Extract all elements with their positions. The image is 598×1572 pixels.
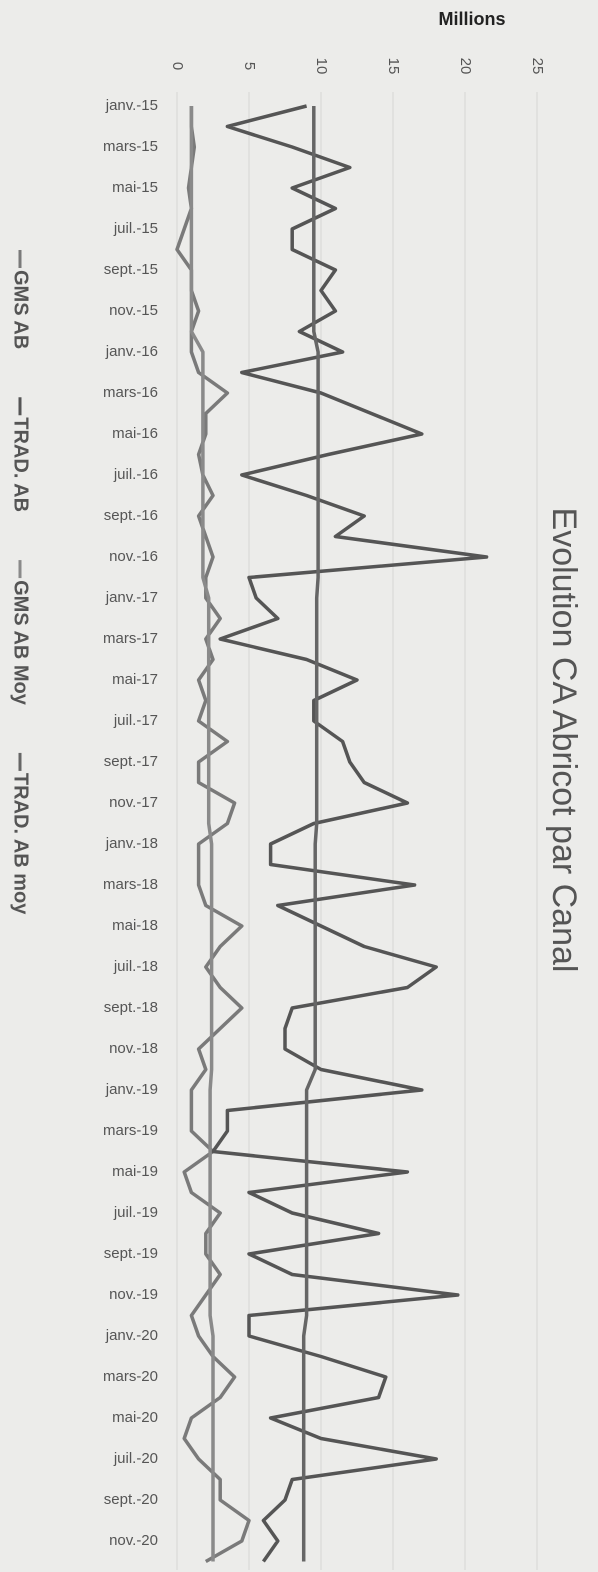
x-tick-label: juil.-15 [113,220,158,237]
x-tick-label: mars-18 [103,876,158,893]
x-tick-label: juil.-19 [113,1204,158,1221]
x-tick-label: nov.-18 [109,1040,158,1057]
x-tick-label: janv.-19 [105,1081,158,1098]
y-tick-label: 0 [169,62,186,70]
x-tick-label: sept.-15 [104,261,158,278]
x-tick-label: nov.-19 [109,1286,158,1303]
chart-title: Evolution CA Abricot par Canal [545,508,583,973]
legend-label: TRAD. AB [10,417,32,512]
x-tick-label: mars-20 [103,1368,158,1385]
y-tick-label: 15 [385,58,402,75]
x-tick-label: janv.-18 [105,835,158,852]
x-tick-label: nov.-15 [109,302,158,319]
x-tick-label: sept.-18 [104,999,158,1016]
x-tick-label: mars-16 [103,384,158,401]
x-tick-label: janv.-15 [105,97,158,114]
legend-label: TRAD. AB moy [10,773,32,915]
x-tick-label: mai-19 [112,1163,158,1180]
x-tick-label: mai-20 [112,1409,158,1426]
x-tick-label: juil.-18 [113,958,158,975]
x-tick-label: janv.-20 [105,1327,158,1344]
x-tick-label: juil.-16 [113,466,158,483]
x-tick-label: nov.-17 [109,794,158,811]
series-line [301,106,320,1562]
series-line [189,106,215,1562]
legend: GMS AB TRAD. AB GMS AB Moy TRAD. AB moy [10,250,32,915]
x-tick-label: mai-16 [112,425,158,442]
x-tick-label: sept.-20 [104,1491,158,1508]
x-tick-label: sept.-16 [104,507,158,524]
x-tick-label: juil.-20 [113,1450,158,1467]
x-tick-label: mars-19 [103,1122,158,1139]
y-tick-label: 25 [529,58,546,75]
x-tick-label: mai-17 [112,671,158,688]
legend-label: GMS AB Moy [10,580,32,706]
x-tick-label: mars-15 [103,138,158,155]
y-tick-label: 20 [457,58,474,75]
x-tick-label: janv.-17 [105,589,158,606]
y-tick-label: 10 [313,58,330,75]
x-tick-label: mai-15 [112,179,158,196]
x-tick-label: janv.-16 [105,343,158,360]
legend-label: GMS AB [10,270,32,349]
x-tick-label: sept.-17 [104,753,158,770]
x-tick-label: nov.-16 [109,548,158,565]
axis-unit-label: Millions [439,9,506,29]
x-tick-label: nov.-20 [109,1532,158,1549]
x-tick-label: sept.-19 [104,1245,158,1262]
x-tick-label: mars-17 [103,630,158,647]
series-line [175,106,251,1564]
y-tick-label: 5 [241,62,258,70]
x-tick-label: mai-18 [112,917,158,934]
x-tick-label: juil.-17 [113,712,158,729]
series-line [211,104,489,1563]
